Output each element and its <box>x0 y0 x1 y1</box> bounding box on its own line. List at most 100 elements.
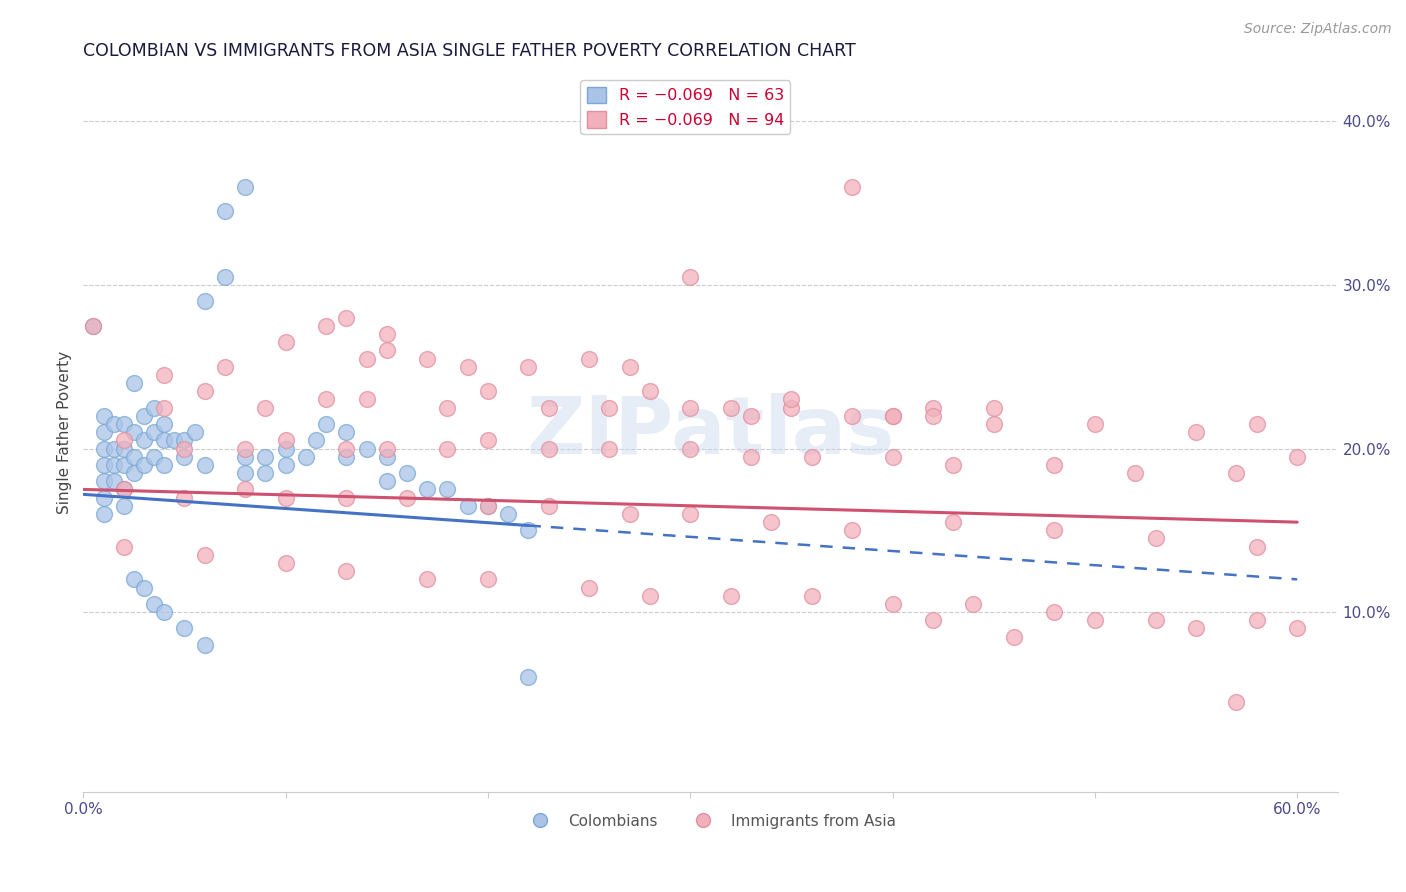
Point <box>132 434 155 448</box>
Point <box>153 368 176 382</box>
Point <box>132 409 155 423</box>
Point <box>233 180 256 194</box>
Point <box>233 483 256 497</box>
Point <box>112 540 135 554</box>
Point <box>619 359 641 374</box>
Point <box>942 458 965 472</box>
Point <box>305 434 328 448</box>
Point <box>254 450 277 464</box>
Point <box>598 401 620 415</box>
Point <box>395 491 418 505</box>
Point <box>122 466 145 480</box>
Point <box>638 589 661 603</box>
Point <box>1286 450 1309 464</box>
Point <box>517 671 540 685</box>
Point <box>537 499 560 513</box>
Point <box>82 318 104 333</box>
Point <box>122 376 145 391</box>
Point <box>143 425 166 440</box>
Point <box>416 483 439 497</box>
Point <box>93 507 115 521</box>
Point <box>679 401 702 415</box>
Point <box>132 458 155 472</box>
Point <box>882 409 904 423</box>
Point <box>173 622 195 636</box>
Point <box>1286 622 1309 636</box>
Point <box>143 450 166 464</box>
Point <box>1043 605 1066 619</box>
Point <box>882 409 904 423</box>
Point <box>942 515 965 529</box>
Point <box>720 589 742 603</box>
Point <box>1246 417 1268 431</box>
Point <box>537 401 560 415</box>
Point <box>335 310 357 325</box>
Point <box>153 605 176 619</box>
Point <box>922 409 945 423</box>
Point <box>93 475 115 489</box>
Point <box>335 450 357 464</box>
Point <box>477 573 499 587</box>
Point <box>740 450 762 464</box>
Point <box>800 450 823 464</box>
Point <box>477 384 499 399</box>
Point <box>720 401 742 415</box>
Point <box>922 401 945 415</box>
Point <box>173 442 195 456</box>
Point <box>1043 458 1066 472</box>
Point <box>153 434 176 448</box>
Point <box>214 204 236 219</box>
Point <box>214 269 236 284</box>
Point <box>638 384 661 399</box>
Point <box>436 442 458 456</box>
Point <box>759 515 782 529</box>
Point <box>1144 613 1167 627</box>
Point <box>1246 613 1268 627</box>
Point <box>477 499 499 513</box>
Point <box>679 269 702 284</box>
Point <box>375 343 398 358</box>
Point <box>740 409 762 423</box>
Point <box>578 351 600 366</box>
Text: COLOMBIAN VS IMMIGRANTS FROM ASIA SINGLE FATHER POVERTY CORRELATION CHART: COLOMBIAN VS IMMIGRANTS FROM ASIA SINGLE… <box>83 42 856 60</box>
Point <box>112 458 135 472</box>
Point <box>375 450 398 464</box>
Point <box>356 442 378 456</box>
Point <box>103 442 125 456</box>
Point <box>103 417 125 431</box>
Point <box>375 327 398 342</box>
Point <box>93 442 115 456</box>
Point <box>112 499 135 513</box>
Point <box>356 351 378 366</box>
Point <box>163 434 186 448</box>
Point <box>274 442 297 456</box>
Point <box>112 434 135 448</box>
Point <box>143 401 166 415</box>
Point <box>841 180 863 194</box>
Point <box>578 581 600 595</box>
Point <box>375 475 398 489</box>
Point <box>416 351 439 366</box>
Legend: Colombians, Immigrants from Asia: Colombians, Immigrants from Asia <box>519 807 901 835</box>
Point <box>619 507 641 521</box>
Point <box>194 384 217 399</box>
Point <box>983 417 1005 431</box>
Point <box>82 318 104 333</box>
Point <box>274 556 297 570</box>
Point <box>537 442 560 456</box>
Point <box>254 466 277 480</box>
Point <box>1084 613 1107 627</box>
Point <box>416 573 439 587</box>
Point <box>436 401 458 415</box>
Point <box>233 450 256 464</box>
Point <box>335 442 357 456</box>
Point <box>1185 425 1208 440</box>
Point <box>882 450 904 464</box>
Point <box>112 483 135 497</box>
Point <box>1123 466 1146 480</box>
Point <box>922 613 945 627</box>
Point <box>112 442 135 456</box>
Point <box>395 466 418 480</box>
Point <box>517 359 540 374</box>
Point <box>153 458 176 472</box>
